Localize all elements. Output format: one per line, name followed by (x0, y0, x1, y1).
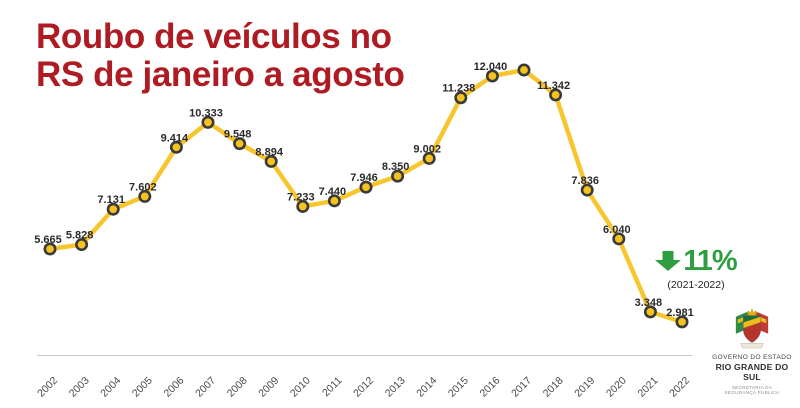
data-point (327, 194, 341, 208)
data-point (391, 169, 405, 183)
data-point (43, 242, 57, 256)
data-point-label: 7.836 (571, 175, 599, 187)
percent-change: 11% (683, 244, 737, 277)
x-tick-label: 2008 (225, 375, 250, 400)
data-point-label: 12.040 (474, 61, 508, 73)
x-tick-label: 2009 (256, 375, 281, 400)
data-point (454, 91, 468, 105)
data-point (296, 199, 310, 213)
x-tick-label: 2014 (414, 375, 439, 400)
x-tick-label: 2005 (130, 375, 155, 400)
data-point (233, 137, 247, 151)
data-point (359, 180, 373, 194)
data-point (138, 189, 152, 203)
data-point (422, 151, 436, 165)
data-point (643, 305, 657, 319)
data-point-label: 7.946 (350, 172, 378, 184)
logo-governo-text: GOVERNO DO ESTADO (712, 354, 792, 361)
x-tick-label: 2011 (320, 375, 345, 400)
x-tick-label: 2013 (383, 375, 408, 400)
x-axis-tick-labels: 2002 2003 2004 2005 2006 2007 2008 2009 2010 2011… (35, 375, 692, 400)
x-tick-label: 2017 (509, 375, 534, 400)
data-point-label: 7.131 (97, 194, 125, 206)
data-point-label: 5.665 (34, 234, 62, 246)
data-point-label: 7.602 (129, 181, 157, 193)
data-point-label: 5.828 (66, 230, 94, 242)
variation-badge-row: 11% (648, 244, 744, 277)
data-point-label: 11.342 (537, 80, 570, 92)
data-point-label: 7.233 (287, 191, 315, 203)
data-point-label: 7.440 (319, 186, 347, 198)
percent-change-period: (2021-2022) (667, 279, 725, 291)
data-point-label: 9.548 (224, 129, 252, 141)
x-tick-label: 2006 (162, 375, 187, 400)
decrease-arrow-icon (655, 251, 682, 271)
chart-title-line1: Roubo de veículos no (36, 17, 392, 56)
data-point (675, 315, 689, 329)
data-point (201, 115, 215, 129)
x-tick-label: 2019 (572, 375, 597, 400)
x-tick-label: 2003 (67, 375, 92, 400)
chart-title: Roubo de veículos no RS de janeiro a ago… (36, 18, 405, 94)
data-point-label: 6.040 (603, 224, 631, 236)
data-point-label: 3.348 (635, 297, 663, 309)
data-point (75, 238, 89, 252)
x-tick-label: 2002 (35, 375, 60, 400)
government-logo: GOVERNO DO ESTADO RIO GRANDE DO SUL SECR… (706, 308, 798, 395)
x-tick-label: 2016 (478, 375, 503, 400)
data-point-label: 9.002 (413, 143, 441, 155)
data-point-label: 8.894 (255, 146, 283, 158)
data-point (169, 140, 183, 154)
x-tick-label: 2004 (98, 375, 123, 400)
x-tick-label: 2012 (351, 375, 376, 400)
data-point (549, 88, 563, 102)
data-point-label: 8.350 (382, 161, 410, 173)
data-point (264, 154, 278, 168)
x-tick-label: 2022 (667, 375, 692, 400)
x-tick-label: 2018 (541, 375, 566, 400)
data-point (517, 63, 531, 77)
data-point (106, 202, 120, 216)
data-point-label: 10.333 (189, 107, 223, 119)
rs-coat-of-arms-icon (735, 308, 769, 349)
x-tick-label: 2021 (636, 375, 661, 400)
data-point-label: 11.238 (442, 83, 475, 95)
chart-title-line2: RS de janeiro a agosto (36, 55, 405, 94)
data-point (580, 183, 594, 197)
data-point-label: 2.981 (666, 307, 694, 319)
variation-badge: 11% (2021-2022) (648, 244, 744, 291)
data-points (43, 63, 689, 329)
logo-rs-text: RIO GRANDE DO SUL (715, 362, 789, 382)
logo-seguranca-text: SEGURANÇA PÚBLICA (724, 390, 780, 395)
x-tick-label: 2010 (288, 375, 313, 400)
data-point-label: 9.414 (161, 132, 189, 144)
x-tick-label: 2020 (604, 375, 629, 400)
data-point (485, 69, 499, 83)
x-tick-label: 2007 (193, 375, 218, 400)
data-point-labels: 5.665 5.828 7.131 7.602 9.414 10.3339.5488.89… (34, 61, 694, 319)
x-tick-label: 2015 (446, 375, 471, 400)
data-point (612, 232, 626, 246)
logo-secretaria-text: SECRETARIA DA (731, 385, 773, 390)
